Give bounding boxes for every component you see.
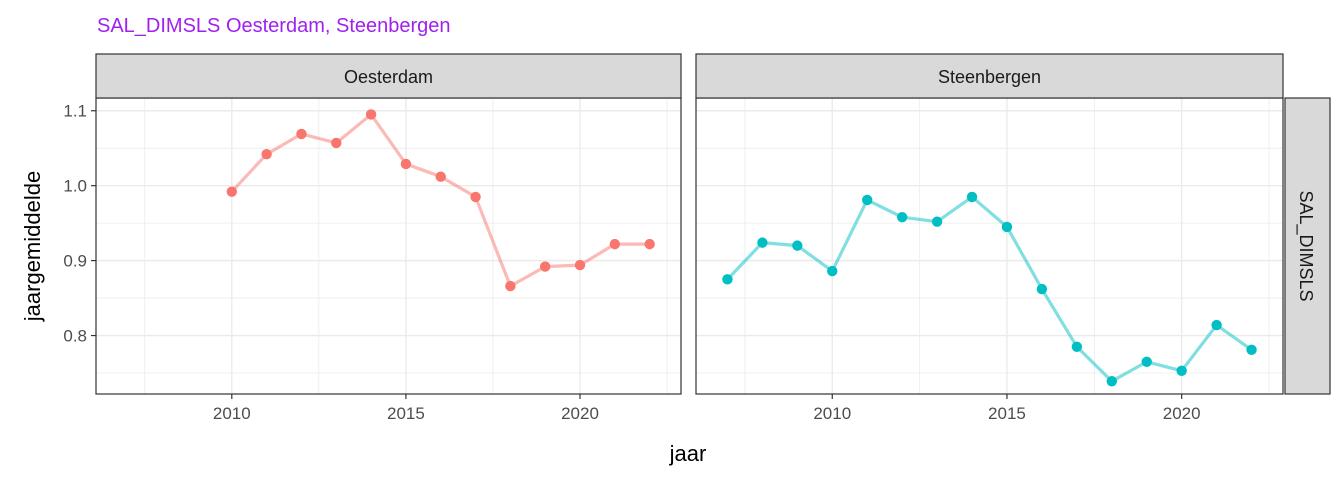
y-tick-label: 1.0: [63, 177, 87, 196]
data-point: [1141, 356, 1152, 367]
series-line: [725, 195, 1254, 383]
data-point: [1106, 376, 1117, 387]
data-point: [400, 158, 412, 170]
data-point: [505, 280, 516, 292]
data-point: [296, 128, 307, 140]
panel-strip: [95, 53, 682, 99]
panel-1: Oesterdam 2010 2015 2020 0.8 0.9 1.0 1.1: [63, 53, 682, 423]
y-tick-label: 1.1: [63, 102, 87, 121]
data-point: [261, 149, 272, 160]
x-tick-label: 2010: [813, 404, 851, 423]
panel-background: [96, 98, 681, 394]
data-point: [435, 171, 446, 182]
panel-2: Steenbergen 2010 2015 2020: [695, 53, 1284, 423]
data-point: [792, 240, 803, 251]
data-point: [1246, 344, 1257, 355]
data-point: [931, 216, 943, 227]
data-point: [862, 194, 873, 206]
panel-strip: [695, 53, 1284, 99]
data-point: [1071, 341, 1083, 352]
data-point: [966, 191, 978, 203]
data-point: [827, 265, 838, 277]
y-tick-label: 0.8: [63, 327, 87, 346]
x-axis-title: jaar: [669, 441, 707, 466]
data-point: [722, 274, 733, 285]
data-point: [896, 211, 908, 223]
y-axis-title: jaargemiddelde: [20, 171, 45, 322]
row-strip-box: [1284, 97, 1331, 395]
data-point: [365, 109, 377, 120]
x-tick-label: 2015: [988, 404, 1026, 423]
data-point: [539, 261, 551, 272]
x-tick-label: 2015: [387, 404, 425, 423]
data-point: [331, 137, 342, 149]
panel-strip-label: Oesterdam: [344, 67, 433, 87]
data-point: [226, 186, 238, 197]
x-tick-label: 2010: [213, 404, 251, 423]
x-tick-label: 2020: [1163, 404, 1201, 423]
panel-strip-label: Steenbergen: [938, 67, 1041, 87]
row-strip: SAL_DIMSLS: [1284, 97, 1331, 395]
data-point: [1036, 283, 1048, 295]
x-tick-label: 2020: [561, 404, 599, 423]
y-tick-label: 0.9: [63, 252, 87, 271]
data-point: [757, 237, 768, 248]
data-point: [574, 259, 586, 271]
row-strip-label: SAL_DIMSLS: [1295, 190, 1316, 301]
data-point: [609, 238, 621, 250]
data-point: [1211, 319, 1222, 331]
data-point: [470, 191, 481, 203]
data-point: [1176, 365, 1187, 376]
chart-title: SAL_DIMSLS Oesterdam, Steenbergen: [97, 15, 451, 37]
data-point: [1001, 221, 1013, 233]
data-point: [644, 238, 655, 250]
